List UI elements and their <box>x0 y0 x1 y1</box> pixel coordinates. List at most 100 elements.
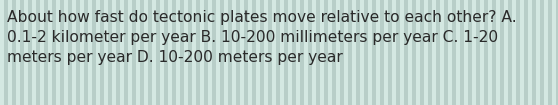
Bar <box>232 0 236 105</box>
Bar <box>104 0 108 105</box>
Bar <box>540 0 544 105</box>
Bar <box>544 0 548 105</box>
Bar <box>76 0 80 105</box>
Bar <box>164 0 168 105</box>
Bar <box>280 0 284 105</box>
Bar <box>376 0 380 105</box>
Bar <box>532 0 536 105</box>
Bar <box>180 0 184 105</box>
Bar <box>292 0 296 105</box>
Bar <box>28 0 32 105</box>
Bar <box>416 0 420 105</box>
Bar <box>48 0 52 105</box>
Bar <box>308 0 312 105</box>
Bar <box>324 0 328 105</box>
Bar <box>36 0 40 105</box>
Bar <box>252 0 256 105</box>
Bar <box>480 0 484 105</box>
Bar <box>248 0 252 105</box>
Bar <box>504 0 508 105</box>
Bar <box>192 0 196 105</box>
Bar <box>112 0 116 105</box>
Bar <box>360 0 364 105</box>
Bar <box>16 0 20 105</box>
Bar <box>52 0 56 105</box>
Bar <box>312 0 316 105</box>
Bar <box>392 0 396 105</box>
Bar <box>88 0 92 105</box>
Bar <box>0 0 4 105</box>
Bar <box>24 0 28 105</box>
Bar <box>128 0 132 105</box>
Bar <box>236 0 240 105</box>
Bar <box>188 0 192 105</box>
Bar <box>44 0 48 105</box>
Bar <box>200 0 204 105</box>
Bar <box>152 0 156 105</box>
Bar <box>244 0 248 105</box>
Bar <box>108 0 112 105</box>
Bar <box>508 0 512 105</box>
Bar <box>296 0 300 105</box>
Bar <box>300 0 304 105</box>
Bar <box>140 0 144 105</box>
Bar <box>264 0 268 105</box>
Bar <box>212 0 216 105</box>
Bar <box>548 0 552 105</box>
Bar <box>4 0 8 105</box>
Bar <box>32 0 36 105</box>
Bar <box>156 0 160 105</box>
Bar <box>204 0 208 105</box>
Bar <box>444 0 448 105</box>
Bar <box>460 0 464 105</box>
Bar <box>208 0 212 105</box>
Bar <box>356 0 360 105</box>
Bar <box>80 0 84 105</box>
Bar <box>176 0 180 105</box>
Bar <box>68 0 72 105</box>
Bar <box>40 0 44 105</box>
Bar <box>224 0 228 105</box>
Bar <box>552 0 556 105</box>
Bar <box>216 0 220 105</box>
Bar <box>412 0 416 105</box>
Bar <box>136 0 140 105</box>
Bar <box>144 0 148 105</box>
Bar <box>400 0 404 105</box>
Bar <box>304 0 308 105</box>
Bar <box>488 0 492 105</box>
Bar <box>380 0 384 105</box>
Bar <box>516 0 520 105</box>
Bar <box>420 0 424 105</box>
Bar <box>12 0 16 105</box>
Bar <box>492 0 496 105</box>
Bar <box>456 0 460 105</box>
Bar <box>220 0 224 105</box>
Bar <box>20 0 24 105</box>
Bar <box>464 0 468 105</box>
Bar <box>368 0 372 105</box>
Bar <box>148 0 152 105</box>
Bar <box>348 0 352 105</box>
Bar <box>524 0 528 105</box>
Bar <box>72 0 76 105</box>
Bar <box>268 0 272 105</box>
Bar <box>512 0 516 105</box>
Bar <box>132 0 136 105</box>
Bar <box>284 0 288 105</box>
Bar <box>408 0 412 105</box>
Bar <box>344 0 348 105</box>
Bar <box>116 0 120 105</box>
Bar <box>352 0 356 105</box>
Bar <box>256 0 260 105</box>
Bar <box>468 0 472 105</box>
Bar <box>60 0 64 105</box>
Bar <box>496 0 500 105</box>
Bar <box>260 0 264 105</box>
Bar <box>8 0 12 105</box>
Bar <box>336 0 340 105</box>
Bar <box>100 0 104 105</box>
Bar <box>64 0 68 105</box>
Bar <box>56 0 60 105</box>
Bar <box>424 0 428 105</box>
